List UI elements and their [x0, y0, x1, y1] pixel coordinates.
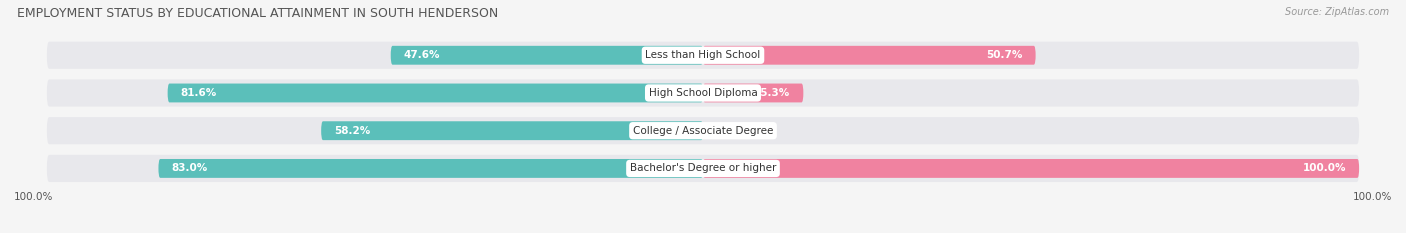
FancyBboxPatch shape — [703, 84, 803, 103]
FancyBboxPatch shape — [159, 159, 703, 178]
FancyBboxPatch shape — [46, 42, 1360, 69]
Text: 100.0%: 100.0% — [1353, 192, 1392, 202]
Text: Less than High School: Less than High School — [645, 50, 761, 60]
FancyBboxPatch shape — [46, 155, 1360, 182]
Text: 0.0%: 0.0% — [713, 126, 740, 136]
Text: 100.0%: 100.0% — [14, 192, 53, 202]
Text: 83.0%: 83.0% — [172, 163, 208, 173]
Text: Bachelor's Degree or higher: Bachelor's Degree or higher — [630, 163, 776, 173]
FancyBboxPatch shape — [46, 117, 1360, 144]
Text: College / Associate Degree: College / Associate Degree — [633, 126, 773, 136]
Text: 100.0%: 100.0% — [1302, 163, 1346, 173]
Text: High School Diploma: High School Diploma — [648, 88, 758, 98]
FancyBboxPatch shape — [391, 46, 703, 65]
Text: 15.3%: 15.3% — [754, 88, 790, 98]
Text: 81.6%: 81.6% — [181, 88, 217, 98]
Text: EMPLOYMENT STATUS BY EDUCATIONAL ATTAINMENT IN SOUTH HENDERSON: EMPLOYMENT STATUS BY EDUCATIONAL ATTAINM… — [17, 7, 498, 20]
FancyBboxPatch shape — [321, 121, 703, 140]
Text: 47.6%: 47.6% — [404, 50, 440, 60]
Text: Source: ZipAtlas.com: Source: ZipAtlas.com — [1285, 7, 1389, 17]
Text: 58.2%: 58.2% — [335, 126, 371, 136]
Text: 50.7%: 50.7% — [986, 50, 1022, 60]
FancyBboxPatch shape — [703, 46, 1036, 65]
FancyBboxPatch shape — [46, 79, 1360, 106]
FancyBboxPatch shape — [703, 159, 1360, 178]
FancyBboxPatch shape — [167, 84, 703, 103]
